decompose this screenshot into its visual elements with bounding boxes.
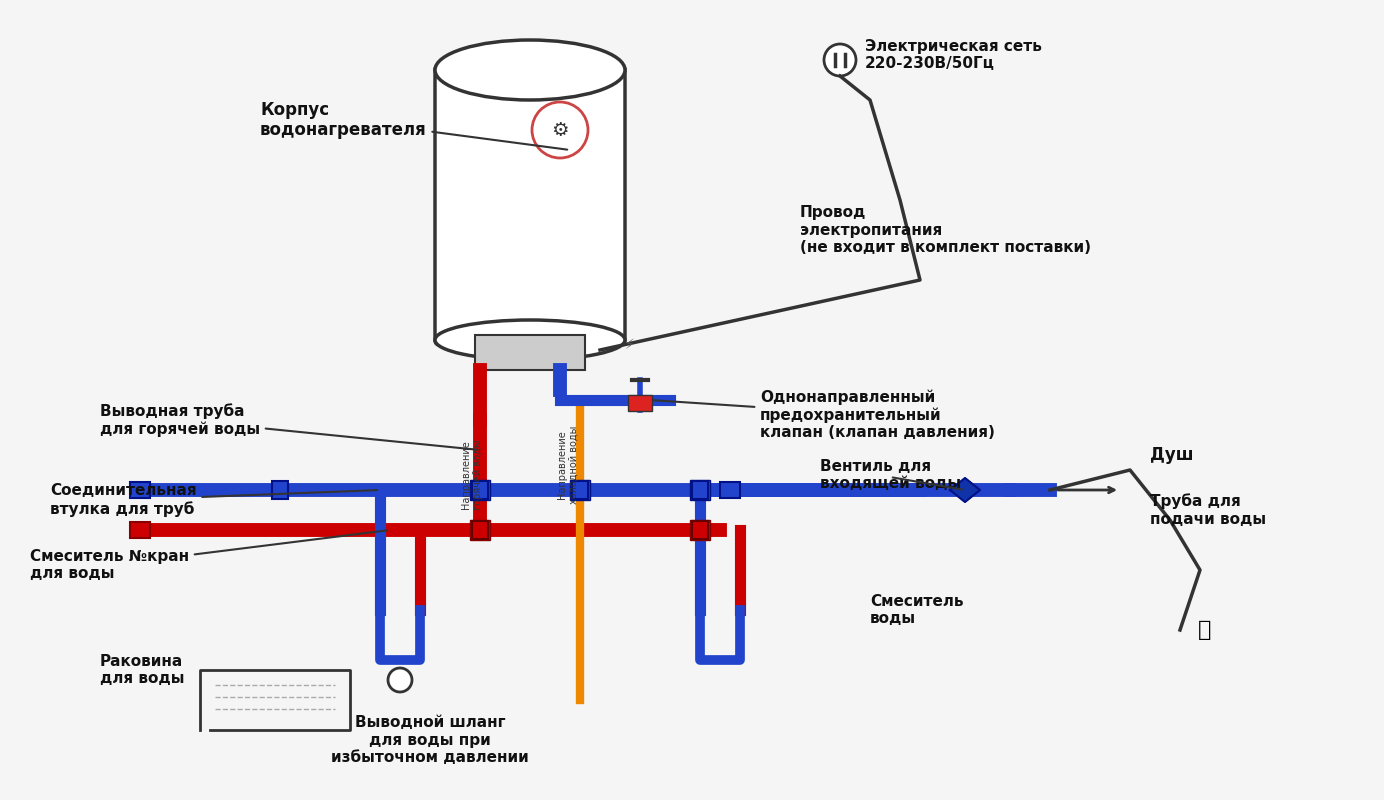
Text: Однонаправленный
предохранительный
клапан (клапан давления): Однонаправленный предохранительный клапа…	[653, 390, 995, 441]
Text: Вентиль для
входящей воды: Вентиль для входящей воды	[819, 459, 960, 491]
Bar	[692, 521, 709, 539]
Bar	[472, 481, 489, 499]
Bar	[472, 521, 489, 539]
Text: Направление
холодной воды: Направление холодной воды	[558, 426, 579, 504]
Bar	[273, 481, 288, 499]
Bar	[628, 395, 652, 411]
Text: 🚿: 🚿	[1199, 620, 1211, 640]
Bar	[691, 520, 710, 540]
Text: Раковина
для воды: Раковина для воды	[100, 654, 184, 686]
Text: Провод
электропитания
(не входит в комплект поставки): Провод электропитания (не входит в компл…	[800, 205, 1091, 255]
Text: Направление
горячей воды: Направление горячей воды	[461, 440, 483, 510]
Bar	[572, 481, 588, 499]
Bar	[471, 520, 490, 540]
Text: Душ: Душ	[1150, 446, 1193, 464]
Circle shape	[388, 668, 412, 692]
Bar	[471, 480, 490, 500]
FancyBboxPatch shape	[435, 65, 626, 345]
Text: Выводная труба
для горячей воды: Выводная труба для горячей воды	[100, 403, 477, 450]
Text: Выводной шланг
для воды при
избыточном давлении: Выводной шланг для воды при избыточном д…	[331, 715, 529, 765]
Text: Корпус
водонагревателя: Корпус водонагревателя	[260, 101, 567, 150]
Text: Электрическая сеть
220-230В/50Гц: Электрическая сеть 220-230В/50Гц	[865, 38, 1042, 71]
Bar	[570, 480, 590, 500]
Polygon shape	[949, 478, 980, 502]
Ellipse shape	[435, 320, 626, 360]
Text: Соединительная
втулка для труб: Соединительная втулка для труб	[50, 483, 378, 517]
Text: Труба для
подачи воды: Труба для подачи воды	[1150, 494, 1266, 526]
Bar	[691, 480, 710, 500]
Bar	[720, 482, 740, 498]
Text: ⚡: ⚡	[626, 338, 635, 352]
Circle shape	[823, 44, 855, 76]
Bar	[130, 482, 149, 498]
Ellipse shape	[435, 40, 626, 100]
Bar	[475, 335, 585, 370]
Text: ⚙: ⚙	[551, 121, 569, 139]
Text: Смеситель №кран
для воды: Смеситель №кран для воды	[30, 530, 388, 581]
Bar	[692, 481, 709, 499]
Bar	[130, 522, 149, 538]
Text: Смеситель
воды: Смеситель воды	[871, 594, 963, 626]
Circle shape	[531, 102, 588, 158]
